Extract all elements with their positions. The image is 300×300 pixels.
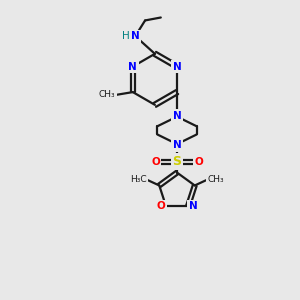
Text: N: N: [188, 201, 197, 211]
Text: H: H: [122, 31, 129, 41]
Text: N: N: [128, 61, 137, 72]
Text: S: S: [172, 155, 182, 168]
Text: N: N: [172, 111, 182, 121]
Text: H₃C: H₃C: [130, 175, 147, 184]
Text: O: O: [194, 157, 203, 167]
Text: CH₃: CH₃: [207, 175, 224, 184]
Text: O: O: [157, 201, 166, 211]
Text: N: N: [172, 61, 182, 72]
Text: N: N: [131, 31, 140, 41]
Text: N: N: [172, 140, 182, 150]
Text: CH₃: CH₃: [99, 90, 116, 99]
Text: O: O: [151, 157, 160, 167]
